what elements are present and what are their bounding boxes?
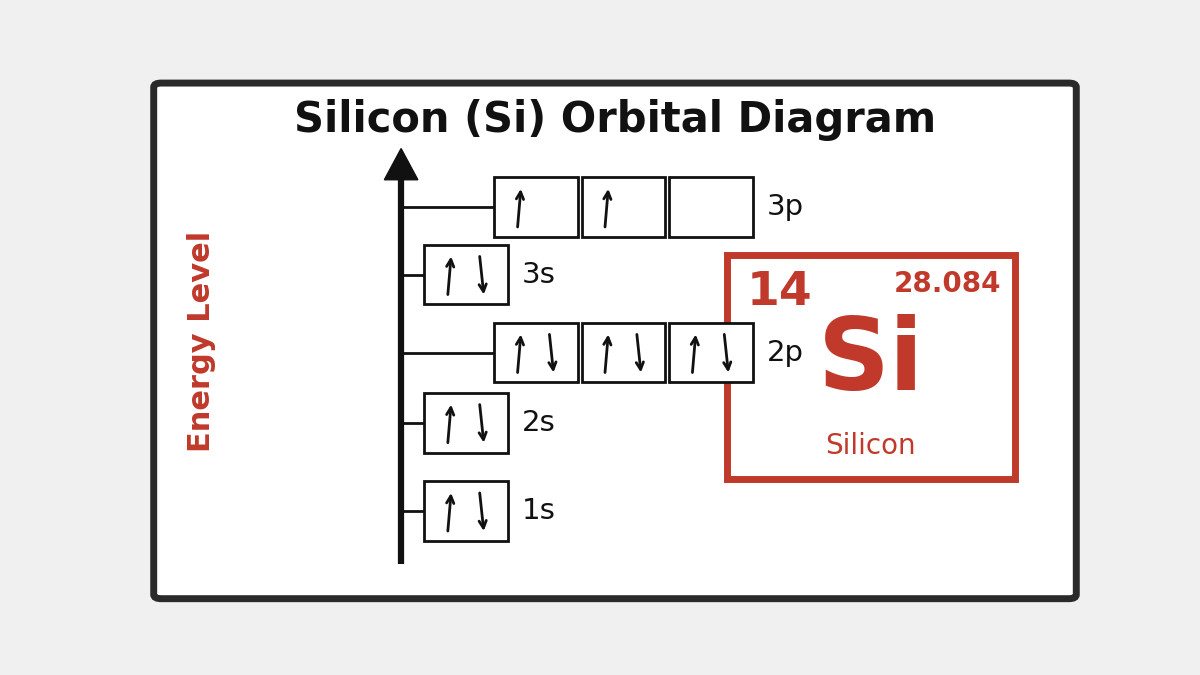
Text: 3s: 3s [522, 261, 556, 289]
FancyBboxPatch shape [154, 83, 1076, 599]
Bar [668, 323, 752, 383]
Bar [668, 177, 752, 237]
Text: Silicon (Si) Orbital Diagram: Silicon (Si) Orbital Diagram [294, 99, 936, 141]
Bar [494, 323, 578, 383]
Bar [727, 255, 1015, 479]
Bar [582, 323, 665, 383]
Bar [425, 393, 508, 453]
Text: 2p: 2p [767, 339, 804, 367]
Text: 14: 14 [748, 270, 812, 315]
Text: 1s: 1s [522, 497, 556, 525]
Bar [494, 177, 578, 237]
Text: Si: Si [817, 314, 924, 411]
Bar [582, 177, 665, 237]
Text: 2s: 2s [522, 409, 556, 437]
Text: 3p: 3p [767, 193, 804, 221]
Text: 28.084: 28.084 [894, 270, 1001, 298]
Text: Silicon: Silicon [826, 433, 916, 460]
Bar [425, 481, 508, 541]
Polygon shape [384, 148, 418, 180]
Text: Energy Level: Energy Level [187, 230, 216, 452]
Bar [425, 245, 508, 304]
